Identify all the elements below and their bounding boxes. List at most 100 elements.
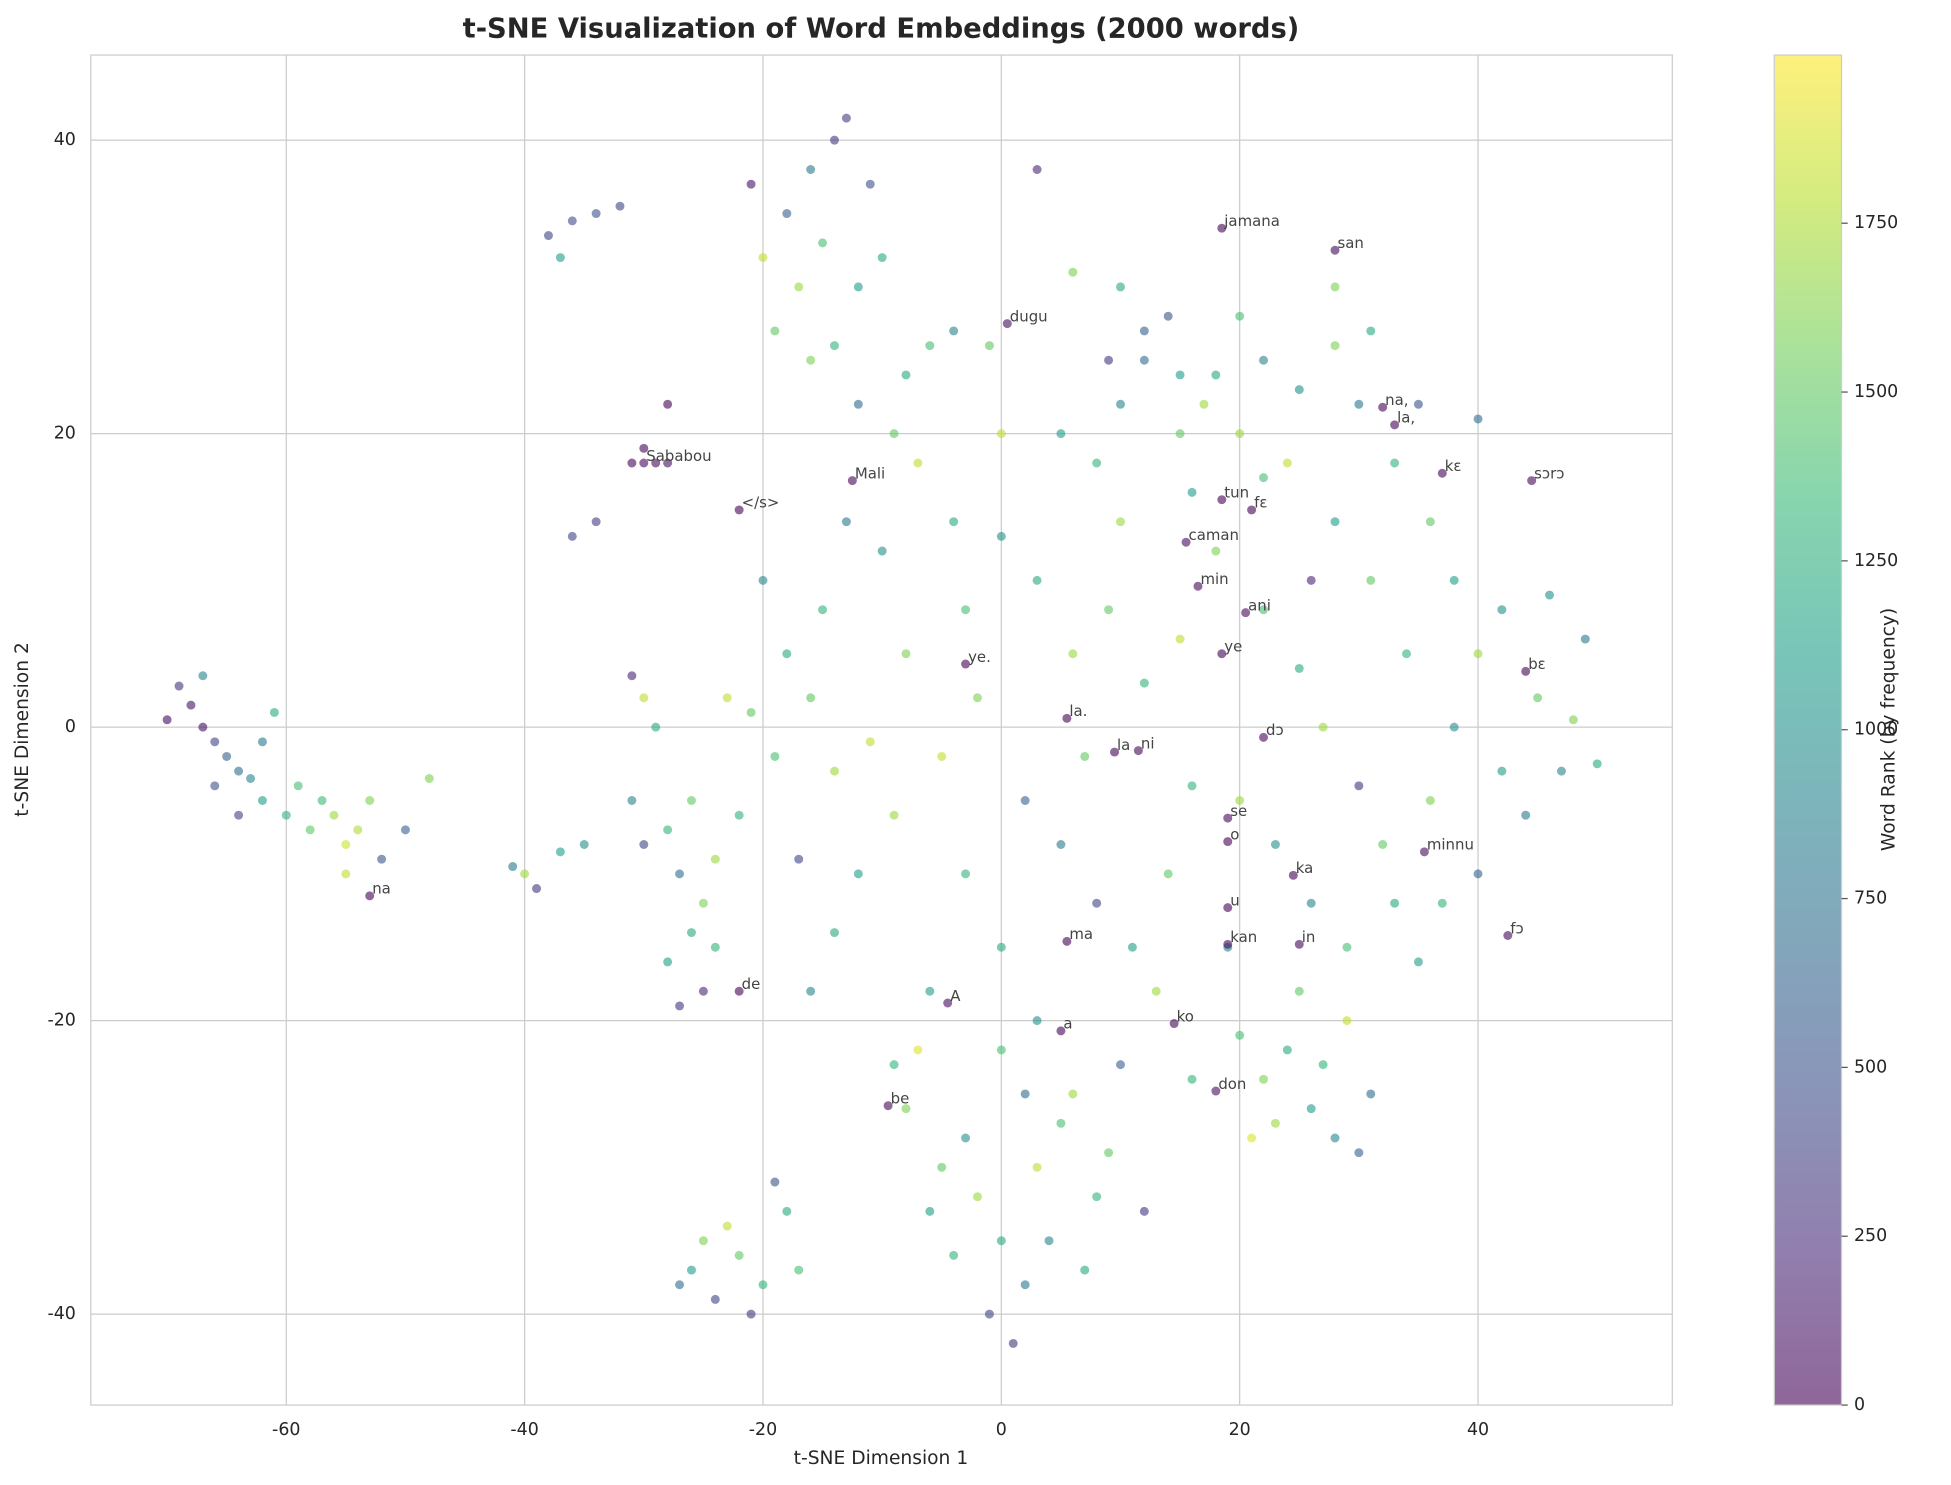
point <box>996 531 1006 541</box>
point <box>830 135 839 145</box>
point <box>1306 575 1316 585</box>
plot-area <box>90 54 1673 1406</box>
point <box>567 531 577 541</box>
colorbar-tick-label: 500 <box>1854 1057 1887 1077</box>
point <box>1187 1074 1197 1084</box>
word-label: fɔ <box>1510 919 1523 937</box>
point <box>1151 986 1161 996</box>
point <box>341 869 351 879</box>
point <box>1390 898 1400 908</box>
point <box>1282 1045 1292 1055</box>
point <box>961 659 971 669</box>
point <box>1020 1280 1030 1290</box>
word-label: de <box>742 975 761 993</box>
point <box>1419 847 1429 857</box>
point <box>591 209 601 219</box>
point <box>1223 837 1233 847</box>
point <box>651 458 661 468</box>
point <box>961 605 971 615</box>
point <box>925 341 935 351</box>
point <box>806 693 816 703</box>
point <box>1056 1026 1066 1036</box>
point <box>841 517 851 527</box>
point <box>1032 575 1042 585</box>
point <box>329 810 339 820</box>
point <box>1354 781 1364 791</box>
point <box>913 458 923 468</box>
point <box>222 751 232 761</box>
x-tick-label: 20 <box>1229 1420 1251 1440</box>
point <box>186 700 196 710</box>
point <box>758 575 768 585</box>
word-label: kɛ <box>1445 457 1462 475</box>
point <box>1568 715 1578 725</box>
point <box>1247 1133 1257 1143</box>
word-label: minnu <box>1427 836 1474 854</box>
point <box>1270 840 1280 849</box>
point <box>710 1294 720 1304</box>
point <box>198 671 208 681</box>
word-label: don <box>1218 1075 1246 1093</box>
point <box>627 671 637 681</box>
point <box>1104 355 1114 365</box>
point <box>1133 746 1143 756</box>
point <box>1330 517 1340 527</box>
word-label: la <box>1117 736 1130 754</box>
point <box>746 707 756 717</box>
word-label: min <box>1200 570 1228 588</box>
colorbar-tick-label: 250 <box>1854 1226 1887 1246</box>
point <box>1127 942 1137 952</box>
word-label: fɛ <box>1254 494 1267 512</box>
point <box>746 179 756 189</box>
word-label: na <box>372 880 391 898</box>
point <box>1527 476 1537 486</box>
point <box>1175 634 1185 644</box>
point <box>883 1101 893 1111</box>
point <box>1437 468 1447 478</box>
point <box>937 751 947 761</box>
word-label: san <box>1338 234 1364 252</box>
point <box>1163 869 1173 879</box>
point <box>1139 1206 1149 1216</box>
point <box>1413 399 1423 409</box>
point <box>532 884 542 894</box>
point <box>1259 355 1268 365</box>
point <box>1497 766 1507 776</box>
point <box>1092 458 1102 468</box>
point <box>722 1221 732 1231</box>
point <box>1580 634 1590 644</box>
point <box>1187 487 1197 497</box>
y-tick-label: 0 <box>65 717 76 737</box>
word-label: ni <box>1141 734 1155 752</box>
point <box>257 737 267 747</box>
point <box>663 957 673 967</box>
point <box>889 429 899 439</box>
point <box>1235 1030 1245 1040</box>
point <box>579 840 589 849</box>
point <box>1378 402 1388 412</box>
point <box>675 1001 685 1011</box>
point <box>794 854 804 864</box>
point <box>1217 495 1227 505</box>
word-label: be <box>891 1089 910 1107</box>
point <box>1032 1162 1042 1172</box>
point <box>782 209 792 219</box>
points <box>162 113 1602 1348</box>
point <box>1330 282 1340 292</box>
point <box>794 1265 804 1275</box>
point <box>782 649 792 659</box>
point <box>770 326 780 336</box>
point <box>639 693 649 703</box>
point <box>1390 420 1400 430</box>
point <box>1259 605 1268 615</box>
point <box>1390 458 1400 468</box>
point <box>734 986 744 996</box>
point <box>1259 732 1268 742</box>
point <box>698 986 708 996</box>
point <box>1259 1074 1268 1084</box>
point <box>1062 713 1072 723</box>
point <box>853 282 863 292</box>
point <box>365 796 375 805</box>
point <box>889 1060 899 1070</box>
